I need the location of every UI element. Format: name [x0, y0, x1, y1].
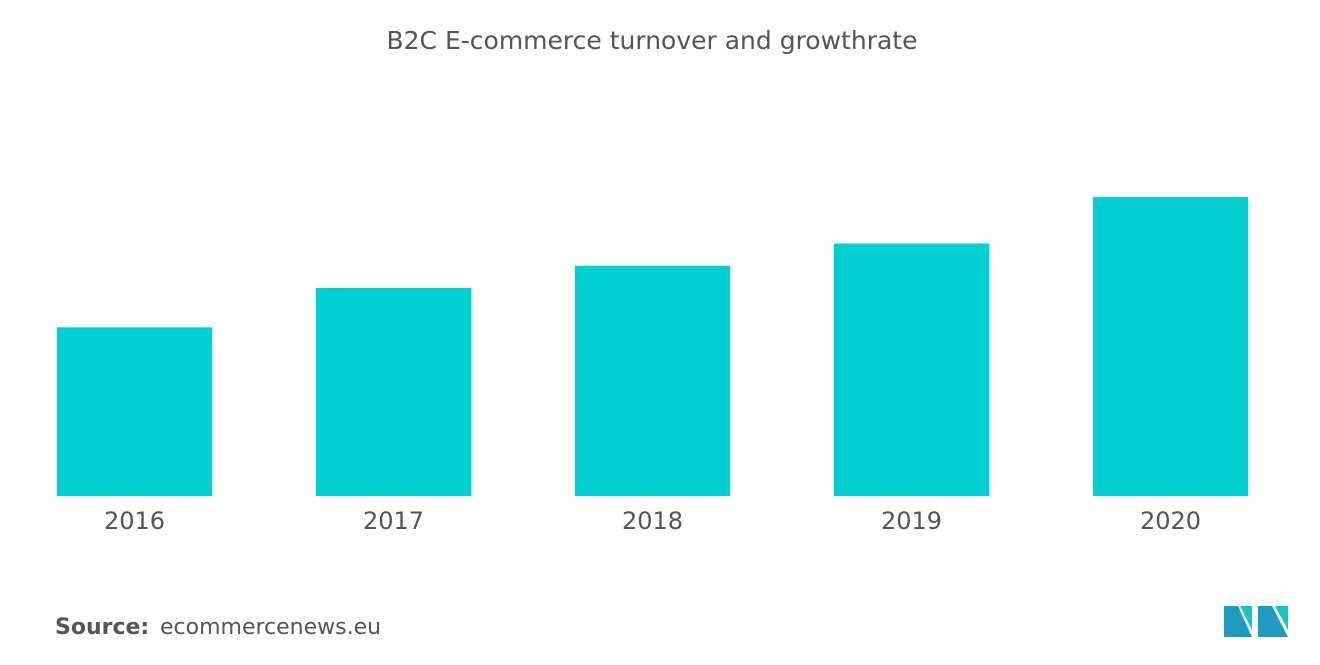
x-tick-label: 2018	[622, 507, 683, 535]
x-tick-label: 2016	[104, 507, 165, 535]
bar	[1092, 197, 1249, 497]
x-tick-label: 2019	[881, 507, 942, 535]
logo-part	[1240, 606, 1252, 630]
logo	[1224, 606, 1288, 637]
bar	[574, 265, 731, 496]
bar	[315, 287, 472, 496]
source: ecommercenews.eu	[160, 615, 381, 640]
bar	[56, 327, 213, 496]
x-tick-label: 2020	[1140, 507, 1201, 535]
logo-part	[1258, 606, 1288, 637]
source-label: Source:	[55, 615, 149, 640]
chart-title: B2C E-commerce turnover and growthrate	[387, 26, 918, 55]
bar	[833, 243, 990, 496]
logo-part	[1275, 606, 1288, 630]
logo-part	[1224, 606, 1252, 637]
x-tick-label: 2017	[363, 507, 424, 535]
